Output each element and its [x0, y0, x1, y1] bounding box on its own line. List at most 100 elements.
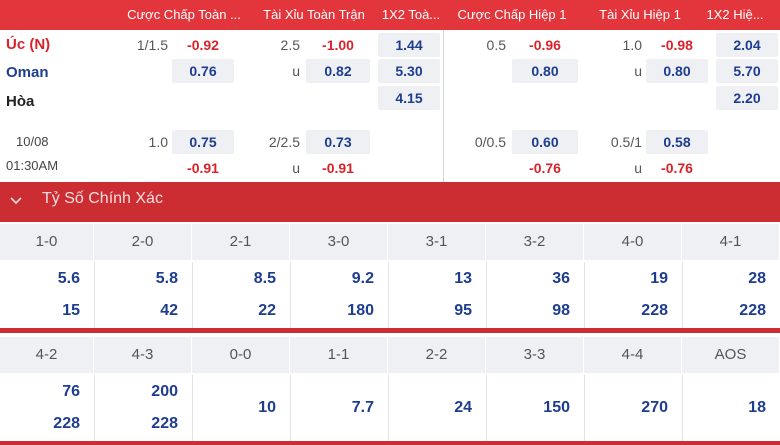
column-divider	[94, 262, 95, 328]
score-label: 2-0	[94, 224, 192, 260]
score-label: 1-0	[0, 224, 94, 260]
score-odd[interactable]: 24	[454, 399, 472, 416]
score-odd-top[interactable]: 8.5	[253, 270, 276, 287]
column-divider	[94, 375, 95, 441]
score-odd-top[interactable]: 13	[454, 270, 472, 287]
score-odd-bottom[interactable]: 180	[347, 302, 374, 319]
score-label: 3-3	[486, 337, 584, 373]
ft-1x2-draw-odd[interactable]: 4.15	[378, 86, 440, 110]
column-divider	[192, 262, 193, 328]
score-odd-bottom[interactable]: 228	[53, 415, 80, 432]
header-ft-over-under[interactable]: Tài Xỉu Toàn Trận	[263, 7, 365, 22]
ft-alt-handicap-home-odd[interactable]: 0.75	[172, 130, 234, 154]
h1-1x2-home-odd[interactable]: 2.04	[716, 33, 778, 57]
ft-1x2-away-odd[interactable]: 5.30	[378, 59, 440, 83]
score-label: 3-1	[388, 224, 486, 260]
ft-handicap-home-odd[interactable]: -0.92	[187, 37, 219, 53]
match-date: 10/08	[16, 134, 49, 149]
header-h1-1x2[interactable]: 1X2 Hiệ...	[706, 7, 764, 22]
ft-ou-over-odd[interactable]: -1.00	[322, 37, 354, 53]
score-odd-bottom[interactable]: 15	[62, 302, 80, 319]
ft-alt-handicap-line: 1.0	[148, 134, 168, 150]
column-divider	[388, 262, 389, 328]
h1-alt-ou-line: 0.5/1	[610, 134, 642, 150]
header-ft-handicap[interactable]: Cược Chấp Toàn ...	[127, 7, 241, 22]
h1-handicap-home-odd[interactable]: -0.96	[529, 37, 561, 53]
column-divider	[584, 262, 585, 328]
ft-1x2-home-odd[interactable]: 1.44	[378, 33, 440, 57]
score-odd[interactable]: 7.7	[351, 399, 374, 416]
row-separator	[0, 441, 780, 445]
header-h1-over-under[interactable]: Tài Xỉu Hiệp 1	[599, 7, 681, 22]
column-divider	[290, 262, 291, 328]
score-odd-bottom[interactable]: 42	[160, 302, 178, 319]
ft-alt-ou-under-odd[interactable]: -0.91	[322, 160, 354, 176]
h1-alt-ou-under-odd[interactable]: -0.76	[661, 160, 693, 176]
h1-alt-handicap-line: 0/0.5	[474, 134, 506, 150]
ft-handicap-away-odd[interactable]: 0.76	[172, 59, 234, 83]
column-divider	[682, 262, 683, 328]
score-odd-top[interactable]: 9.2	[351, 270, 374, 287]
column-divider	[486, 375, 487, 441]
score-odd-top[interactable]: 28	[748, 270, 766, 287]
ft-alt-handicap-away-odd[interactable]: -0.91	[187, 160, 219, 176]
score-odd-top[interactable]: 200	[151, 383, 178, 400]
score-label: 3-2	[486, 224, 584, 260]
score-label: 4-4	[584, 337, 682, 373]
match-kickoff-time: 01:30AM	[6, 158, 59, 173]
h1-ou-line: 1.0	[622, 37, 642, 53]
h1-1x2-draw-odd[interactable]: 2.20	[716, 86, 778, 110]
odds-table-header: Cược Chấp Toàn ... Tài Xỉu Toàn Trận 1X2…	[0, 0, 780, 30]
column-divider	[192, 375, 193, 441]
score-odd-bottom[interactable]: 228	[641, 302, 668, 319]
column-divider	[486, 262, 487, 328]
score-odd-bottom[interactable]: 228	[151, 415, 178, 432]
score-label: 4-0	[584, 224, 682, 260]
score-odd-top[interactable]: 76	[62, 383, 80, 400]
score-label: 4-3	[94, 337, 192, 373]
column-divider	[584, 375, 585, 441]
h1-ou-under-odd[interactable]: 0.80	[646, 59, 708, 83]
score-odd-top[interactable]: 5.8	[155, 270, 178, 287]
row-separator	[0, 328, 780, 333]
h1-handicap-line: 0.5	[486, 37, 506, 53]
h1-alt-ou-under-label: u	[634, 160, 642, 176]
h1-ou-under-label: u	[634, 63, 642, 79]
team-home: Úc (N)	[6, 36, 51, 53]
score-odd-bottom[interactable]: 228	[739, 302, 766, 319]
score-odd-top[interactable]: 36	[552, 270, 570, 287]
score-label: 1-1	[290, 337, 388, 373]
column-divider	[388, 375, 389, 441]
chevron-down-icon[interactable]	[8, 192, 24, 208]
score-label: 4-1	[682, 224, 780, 260]
header-ft-1x2[interactable]: 1X2 Toà...	[381, 7, 441, 22]
column-divider	[290, 375, 291, 441]
score-label: 4-2	[0, 337, 94, 373]
h1-handicap-away-odd[interactable]: 0.80	[512, 59, 578, 83]
ft-alt-ou-under-label: u	[292, 160, 300, 176]
score-odd-top[interactable]: 19	[650, 270, 668, 287]
correct-score-section-header[interactable]: Tỷ Số Chính Xác	[0, 182, 780, 222]
ft-alt-ou-line: 2/2.5	[268, 134, 300, 150]
score-odd-bottom[interactable]: 95	[454, 302, 472, 319]
score-odd[interactable]: 270	[641, 399, 668, 416]
h1-1x2-away-odd[interactable]: 5.70	[716, 59, 778, 83]
ft-ou-line: 2.5	[280, 37, 300, 53]
score-odd[interactable]: 10	[258, 399, 276, 416]
h1-alt-ou-over-odd[interactable]: 0.58	[646, 130, 708, 154]
score-odd-top[interactable]: 5.6	[57, 270, 80, 287]
score-odd[interactable]: 18	[748, 399, 766, 416]
ft-ou-under-odd[interactable]: 0.82	[306, 59, 370, 83]
ft-alt-ou-over-odd[interactable]: 0.73	[306, 130, 370, 154]
h1-alt-handicap-home-odd[interactable]: 0.60	[512, 130, 578, 154]
ft-handicap-line: 1/1.5	[136, 37, 168, 53]
score-odd-bottom[interactable]: 98	[552, 302, 570, 319]
half-divider	[443, 30, 444, 182]
score-odd-bottom[interactable]: 22	[258, 302, 276, 319]
score-label: 0-0	[192, 337, 290, 373]
score-odd[interactable]: 150	[543, 399, 570, 416]
section-title: Tỷ Số Chính Xác	[42, 190, 163, 207]
h1-alt-handicap-away-odd[interactable]: -0.76	[529, 160, 561, 176]
header-h1-handicap[interactable]: Cược Chấp Hiệp 1	[457, 7, 567, 22]
h1-ou-over-odd[interactable]: -0.98	[661, 37, 693, 53]
